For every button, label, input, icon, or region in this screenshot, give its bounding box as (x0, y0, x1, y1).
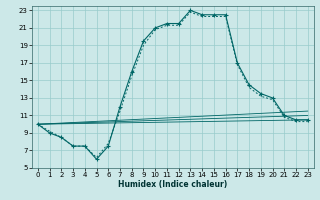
X-axis label: Humidex (Indice chaleur): Humidex (Indice chaleur) (118, 180, 228, 189)
